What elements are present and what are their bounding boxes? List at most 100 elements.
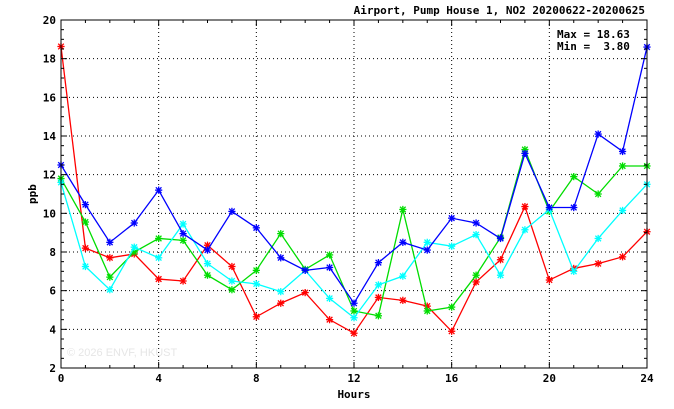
data-point (325, 251, 334, 259)
x-tick-label: 12 (347, 372, 360, 385)
x-tick-label: 24 (640, 372, 654, 385)
y-tick-label: 2 (49, 362, 56, 375)
data-point (277, 288, 285, 296)
data-point (448, 214, 456, 222)
data-point (228, 262, 236, 271)
data-point (106, 254, 114, 262)
watermark: © 2026 ENVF, HKUST (67, 347, 177, 359)
data-point (179, 236, 187, 244)
data-point (448, 242, 456, 250)
data-point (399, 205, 407, 214)
data-point (618, 253, 627, 261)
data-point (203, 260, 212, 268)
data-point (252, 266, 260, 274)
y-tick-label: 6 (49, 285, 56, 298)
data-point (472, 231, 480, 239)
series-4 (57, 43, 651, 307)
data-point (81, 218, 90, 226)
data-point (521, 226, 529, 234)
data-point (618, 206, 627, 215)
data-point (521, 149, 529, 157)
data-point (594, 260, 602, 268)
data-point (448, 303, 456, 311)
data-point (448, 327, 456, 335)
data-point (374, 312, 383, 320)
series-layer (57, 42, 651, 337)
y-tick-label: 8 (49, 246, 56, 259)
data-point (594, 234, 602, 243)
data-point (228, 286, 236, 294)
data-point (594, 190, 602, 198)
data-point (228, 277, 236, 285)
data-point (81, 262, 90, 271)
data-point (545, 203, 553, 212)
data-point (106, 286, 114, 294)
data-point (399, 238, 407, 246)
data-point (472, 271, 480, 279)
data-point (252, 313, 260, 321)
data-point (521, 202, 529, 211)
data-point (423, 307, 431, 315)
data-point (252, 224, 260, 232)
data-point (545, 276, 553, 284)
data-point (277, 230, 285, 238)
max-stat: Max = 18.63 (557, 28, 630, 41)
y-tick-label: 4 (49, 323, 56, 336)
x-tick-label: 0 (58, 372, 65, 385)
min-stat: Min = 3.80 (557, 40, 630, 53)
data-point (130, 219, 138, 227)
y-tick-label: 20 (43, 14, 56, 27)
data-point (423, 246, 431, 254)
data-point (155, 186, 163, 194)
data-point (374, 293, 383, 302)
data-point (374, 259, 383, 267)
data-point (301, 289, 309, 297)
data-point (350, 314, 358, 322)
y-tick-label: 12 (43, 169, 56, 182)
data-point (472, 219, 480, 227)
data-point (252, 280, 260, 288)
data-point (325, 294, 334, 302)
data-point (350, 329, 358, 337)
data-point (155, 254, 163, 262)
y-tick-label: 18 (43, 53, 56, 66)
data-point (496, 271, 505, 279)
y-tick-label: 14 (43, 130, 57, 143)
data-point (277, 254, 285, 262)
data-point (570, 203, 578, 212)
data-point (350, 307, 358, 315)
x-axis-title: Hours (337, 388, 370, 401)
data-point (618, 162, 627, 170)
data-point (106, 273, 114, 281)
data-point (130, 243, 138, 251)
data-point (618, 147, 627, 156)
data-point (594, 130, 602, 138)
data-point (301, 266, 309, 274)
chart-title: Airport, Pump House 1, NO2 20200622-2020… (354, 4, 645, 17)
data-point (81, 201, 90, 209)
data-point (423, 238, 431, 246)
data-point (179, 220, 187, 228)
data-point (472, 278, 480, 286)
data-point (81, 244, 90, 252)
data-point (277, 299, 285, 307)
x-tick-label: 4 (155, 372, 162, 385)
data-point (399, 272, 407, 280)
data-point (203, 246, 212, 254)
data-point (496, 234, 505, 243)
y-tick-label: 10 (43, 207, 56, 220)
data-point (179, 277, 187, 285)
x-tick-label: 16 (445, 372, 459, 385)
data-point (203, 271, 212, 279)
data-point (570, 267, 578, 275)
data-point (155, 275, 163, 283)
data-point (228, 207, 236, 215)
y-tick-label: 16 (43, 91, 57, 104)
data-point (374, 281, 383, 289)
data-point (570, 173, 578, 181)
data-point (106, 238, 114, 246)
data-point (325, 316, 334, 324)
data-point (179, 230, 187, 238)
